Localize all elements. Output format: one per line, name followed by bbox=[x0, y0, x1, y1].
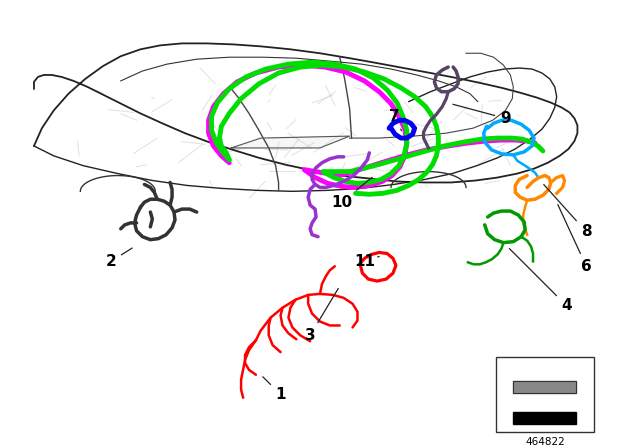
Text: 10: 10 bbox=[331, 177, 372, 210]
Text: 2: 2 bbox=[106, 248, 132, 269]
Text: 464822: 464822 bbox=[525, 437, 564, 447]
Text: 4: 4 bbox=[509, 249, 572, 313]
Polygon shape bbox=[513, 412, 577, 424]
Text: 9: 9 bbox=[453, 104, 511, 126]
Polygon shape bbox=[513, 381, 577, 392]
Text: 6: 6 bbox=[558, 205, 591, 274]
Text: 11: 11 bbox=[354, 254, 379, 269]
Text: 8: 8 bbox=[544, 185, 591, 239]
Text: 3: 3 bbox=[305, 289, 339, 343]
Text: 7: 7 bbox=[388, 109, 401, 131]
Text: 1: 1 bbox=[263, 377, 286, 402]
Bar bbox=[495, 357, 594, 432]
Polygon shape bbox=[231, 136, 349, 148]
